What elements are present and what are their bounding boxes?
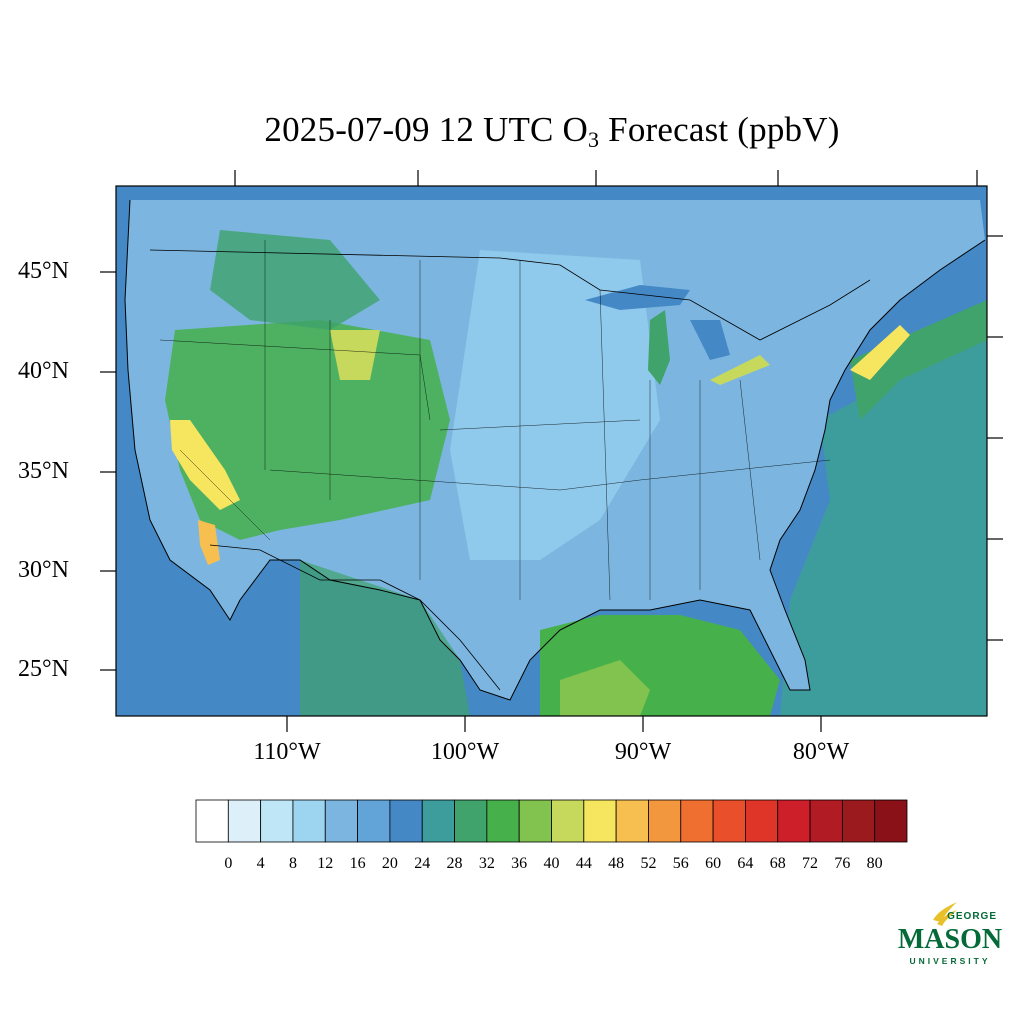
colorbar-swatch — [874, 799, 908, 843]
land-field — [125, 200, 985, 700]
colorbar-tick-label: 24 — [414, 855, 431, 872]
lon-label-90w: 90°W — [614, 739, 672, 765]
central-light-field — [450, 250, 660, 560]
colorbar-tick-label: 20 — [381, 855, 398, 872]
colorbar-tick-label: 36 — [511, 855, 528, 872]
colorbar-tick-label: 56 — [672, 855, 689, 872]
colorbar-swatch — [389, 799, 423, 843]
northeast-hotspot — [850, 325, 910, 380]
colorbar-swatch — [745, 799, 779, 843]
atlantic-field — [780, 330, 987, 716]
logo-flame-icon — [933, 902, 957, 922]
colorbar-tick-label: 44 — [575, 855, 592, 872]
colorbar-swatch — [486, 799, 520, 843]
colorbar-swatch — [357, 799, 391, 843]
colorbar-tick-label: 32 — [478, 855, 495, 872]
colorbar-swatch — [324, 799, 358, 843]
gmu-logo: GEORGE MASON UNIVERSITY — [898, 902, 1002, 966]
title-prefix: 2025-07-09 12 UTC O — [264, 110, 589, 149]
colorbar-tick-label: 4 — [256, 855, 265, 872]
logo-line1: GEORGE — [947, 911, 997, 922]
colorbar-tick-label: 28 — [446, 855, 463, 872]
colorbar-swatch — [292, 799, 326, 843]
colorbar-swatch — [583, 799, 617, 843]
colorbar-tick-label: 76 — [834, 855, 851, 872]
lake-superior — [585, 285, 690, 310]
colorbar-tick-label: 48 — [608, 855, 625, 872]
map-title: 2025-07-09 12 UTC O3 Forecast (ppbV) — [0, 110, 1024, 153]
lake-michigan — [648, 310, 670, 385]
colorbar-swatch — [615, 799, 649, 843]
title-subscript: 3 — [588, 127, 600, 152]
colorbar-tick-label: 80 — [866, 855, 883, 872]
colorbar-tick-label: 60 — [705, 855, 722, 872]
title-suffix: Forecast (ppbV) — [599, 110, 840, 149]
western-terrain — [165, 320, 450, 540]
colorbar-swatch — [454, 799, 488, 843]
california-hotspot — [170, 420, 240, 510]
lat-label-30n: 30°N — [18, 557, 69, 583]
colorbar-tick-label: 8 — [288, 855, 297, 872]
colorbar-swatch — [712, 799, 746, 843]
lon-label-110w: 110°W — [253, 739, 321, 765]
colorbar-tick-label: 0 — [224, 855, 233, 872]
rockies-hotspot — [330, 330, 380, 380]
lat-label-45n: 45°N — [18, 258, 69, 284]
lake-erie — [710, 355, 770, 385]
map-frame — [115, 185, 988, 717]
gulf-green-field — [540, 615, 780, 716]
lat-label-35n: 35°N — [18, 458, 69, 484]
us-mexico-border — [209, 544, 501, 691]
colorbar-tick-label: 72 — [802, 855, 819, 872]
northwest-terrain — [210, 230, 380, 330]
colorbar-tick-label: 16 — [349, 855, 366, 872]
colorbar-swatch — [195, 799, 229, 843]
colorbar-swatch — [551, 799, 585, 843]
logo-line3: UNIVERSITY — [909, 956, 990, 966]
lat-label-25n: 25°N — [18, 656, 69, 682]
colorbar-swatch — [809, 799, 843, 843]
state-lines — [159, 240, 831, 601]
mexico-green-field — [300, 560, 470, 716]
colorbar-tick-label: 52 — [640, 855, 657, 872]
colorbar-swatch — [841, 799, 876, 843]
colorbar — [195, 799, 908, 843]
colorbar-swatch — [518, 799, 552, 843]
lake-huron — [690, 320, 730, 360]
map-ticks — [100, 170, 1003, 732]
us-canada-border — [149, 249, 871, 341]
colorbar-swatch — [421, 799, 455, 843]
lat-label-40n: 40°N — [18, 358, 69, 384]
colorbar-tick-label: 68 — [769, 855, 786, 872]
colorbar-swatch — [680, 799, 714, 843]
colorbar-tick-label: 64 — [737, 855, 754, 872]
colorbar-tick-label: 40 — [543, 855, 560, 872]
lon-label-80w: 80°W — [792, 739, 850, 765]
colorbar-swatch — [260, 799, 294, 843]
socal-hotspot — [198, 520, 220, 565]
colorbar-swatch — [648, 799, 682, 843]
ocean-field — [116, 186, 987, 716]
atlantic-green-band — [850, 300, 987, 420]
coastline — [124, 199, 986, 701]
logo-line2: MASON — [898, 924, 1002, 955]
colorbar-swatch — [777, 799, 811, 843]
colorbar-swatch — [227, 799, 262, 843]
lon-label-100w: 100°W — [430, 739, 500, 765]
gulf-light-green-field — [560, 660, 650, 716]
colorbar-tick-label: 12 — [317, 855, 334, 872]
